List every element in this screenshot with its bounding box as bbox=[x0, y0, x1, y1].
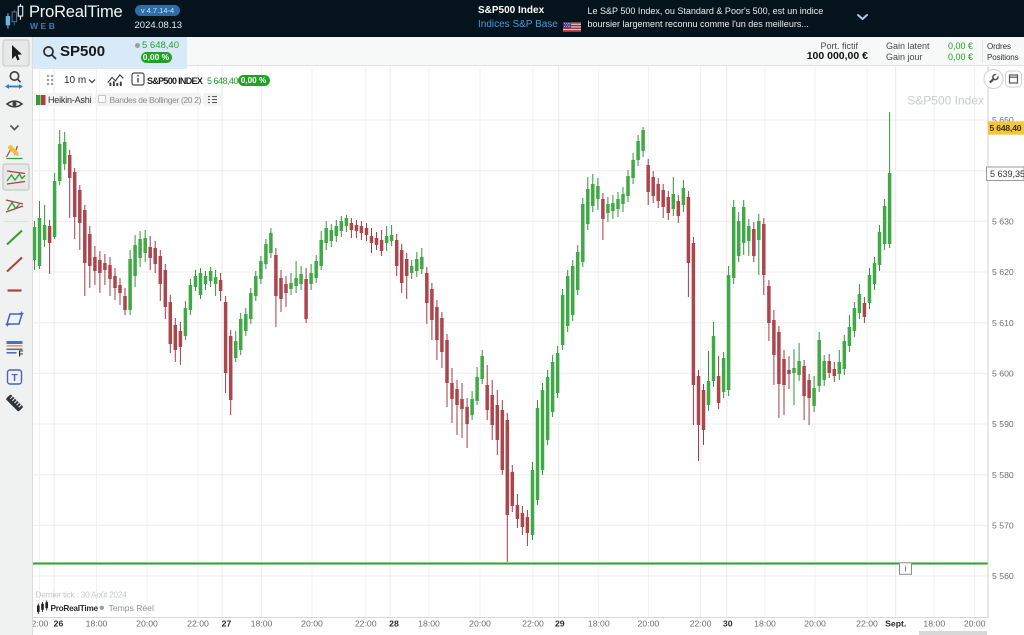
svg-text:18:00: 18:00 bbox=[86, 619, 108, 629]
svg-text:5 610: 5 610 bbox=[992, 318, 1014, 328]
svg-text:20:00: 20:00 bbox=[301, 619, 323, 629]
svg-text:18:00: 18:00 bbox=[588, 619, 610, 629]
svg-text:5 648,40: 5 648,40 bbox=[990, 123, 1022, 133]
svg-text:30: 30 bbox=[723, 619, 733, 629]
svg-text:20:00: 20:00 bbox=[964, 619, 986, 629]
svg-text:5 639,35: 5 639,35 bbox=[990, 169, 1024, 179]
svg-text:F: F bbox=[19, 350, 24, 359]
svg-text:26: 26 bbox=[54, 619, 64, 629]
svg-text:28: 28 bbox=[389, 619, 399, 629]
svg-text:20:00: 20:00 bbox=[136, 619, 158, 629]
svg-text:S&P500 Index: S&P500 Index bbox=[907, 94, 984, 108]
svg-text:i: i bbox=[905, 565, 907, 574]
svg-text:22:00: 22:00 bbox=[856, 619, 878, 629]
svg-text:5 620: 5 620 bbox=[992, 267, 1014, 277]
svg-text:5 580: 5 580 bbox=[992, 470, 1014, 480]
svg-text:18:00: 18:00 bbox=[418, 619, 440, 629]
svg-text:5 570: 5 570 bbox=[992, 521, 1014, 531]
svg-text:5 560: 5 560 bbox=[992, 571, 1014, 581]
svg-text:ProRealTime: ProRealTime bbox=[51, 603, 99, 613]
svg-text:5 600: 5 600 bbox=[992, 369, 1014, 379]
svg-text:5 630: 5 630 bbox=[992, 217, 1014, 227]
svg-text:20:00: 20:00 bbox=[469, 619, 491, 629]
svg-text:29: 29 bbox=[555, 619, 565, 629]
svg-text:22:00: 22:00 bbox=[522, 619, 544, 629]
svg-text:27: 27 bbox=[222, 619, 232, 629]
svg-text:Temps Réel: Temps Réel bbox=[109, 603, 154, 613]
svg-text:Sept.: Sept. bbox=[885, 619, 906, 629]
svg-text:18:00: 18:00 bbox=[251, 619, 273, 629]
svg-text:22:00: 22:00 bbox=[187, 619, 209, 629]
svg-text:18:00: 18:00 bbox=[923, 619, 945, 629]
svg-text:22:00: 22:00 bbox=[27, 619, 49, 629]
svg-text:5 650: 5 650 bbox=[992, 115, 1014, 125]
svg-text:22:00: 22:00 bbox=[690, 619, 712, 629]
svg-text:18:00: 18:00 bbox=[754, 619, 776, 629]
svg-text:T: T bbox=[11, 373, 17, 384]
svg-text:5 590: 5 590 bbox=[992, 419, 1014, 429]
svg-text:22:00: 22:00 bbox=[355, 619, 377, 629]
svg-text:20:00: 20:00 bbox=[638, 619, 660, 629]
svg-text:Dernier tick : 30 Août 2024: Dernier tick : 30 Août 2024 bbox=[36, 591, 128, 600]
svg-text:20:00: 20:00 bbox=[804, 619, 826, 629]
